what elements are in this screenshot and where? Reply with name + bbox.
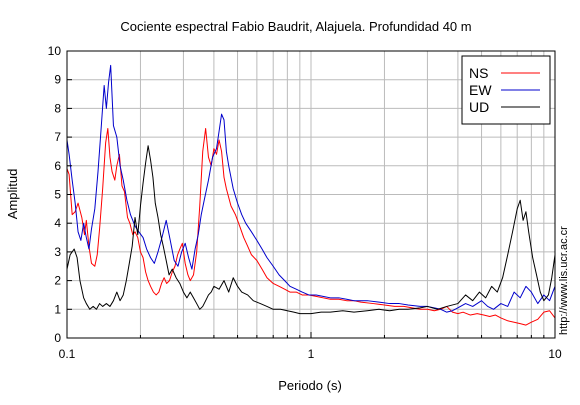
y-tick-label: 1 xyxy=(54,302,61,316)
x-tick-label: 10 xyxy=(548,347,562,361)
side-note-url: http://www.lis.ucr.ac.cr xyxy=(558,226,570,335)
legend-label-ew: EW xyxy=(469,82,492,98)
y-tick-label: 7 xyxy=(54,130,61,144)
y-tick-label: 8 xyxy=(54,101,61,115)
chart-title: Cociente espectral Fabio Baudrit, Alajue… xyxy=(120,19,471,34)
axis-ticks: 0 1 2 3 4 5 6 7 8 9 10 0.1 1 10 xyxy=(48,44,562,361)
series-lines xyxy=(67,64,555,326)
y-tick-label: 0 xyxy=(54,331,61,345)
x-tick-label: 0.1 xyxy=(59,347,76,361)
y-tick-label: 4 xyxy=(54,216,61,230)
y-tick-label: 3 xyxy=(54,245,61,259)
y-axis-label: Amplitud xyxy=(5,169,20,220)
series-line-ew xyxy=(67,64,555,313)
y-tick-label: 5 xyxy=(54,188,61,202)
legend-label-ud: UD xyxy=(469,99,489,115)
y-tick-label: 6 xyxy=(54,159,61,173)
legend-label-ns: NS xyxy=(469,65,488,81)
y-tick-label: 10 xyxy=(48,44,62,58)
y-tick-label: 9 xyxy=(54,73,61,87)
x-axis-label: Periodo (s) xyxy=(278,378,342,393)
y-tick-label: 2 xyxy=(54,274,61,288)
series-line-ud xyxy=(67,145,555,315)
x-tick-label: 1 xyxy=(308,347,315,361)
